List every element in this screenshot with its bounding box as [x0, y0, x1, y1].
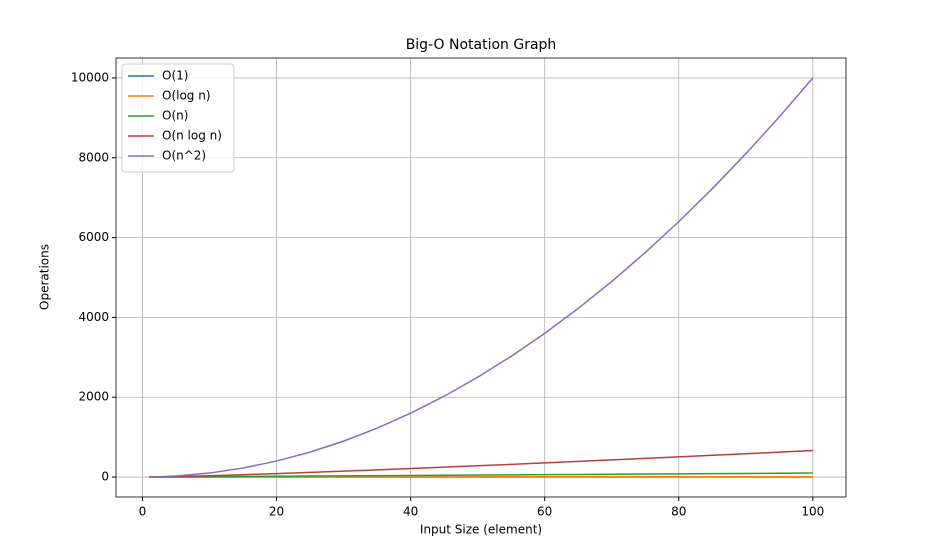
legend-label: O(1)	[162, 69, 188, 83]
x-tick-label: 20	[269, 505, 284, 519]
legend-label: O(n)	[162, 109, 188, 123]
series-line	[149, 78, 813, 477]
x-axis-label: Input Size (element)	[420, 523, 542, 537]
x-tick-label: 0	[139, 505, 147, 519]
legend-label: O(log n)	[162, 89, 211, 103]
y-axis-label: Operations	[38, 244, 52, 310]
y-tick-label: 8000	[78, 150, 109, 164]
chart-title: Big-O Notation Graph	[406, 37, 557, 53]
y-tick-label: 6000	[78, 230, 109, 244]
y-tick-label: 0	[101, 470, 109, 484]
y-tick-label: 2000	[78, 390, 109, 404]
legend-label: O(n log n)	[162, 129, 222, 143]
x-tick-label: 100	[801, 505, 824, 519]
x-tick-label: 40	[403, 505, 418, 519]
legend-label: O(n^2)	[162, 149, 206, 163]
x-tick-label: 60	[537, 505, 552, 519]
y-tick-label: 4000	[78, 310, 109, 324]
x-tick-label: 80	[671, 505, 686, 519]
y-tick-label: 10000	[71, 70, 109, 84]
